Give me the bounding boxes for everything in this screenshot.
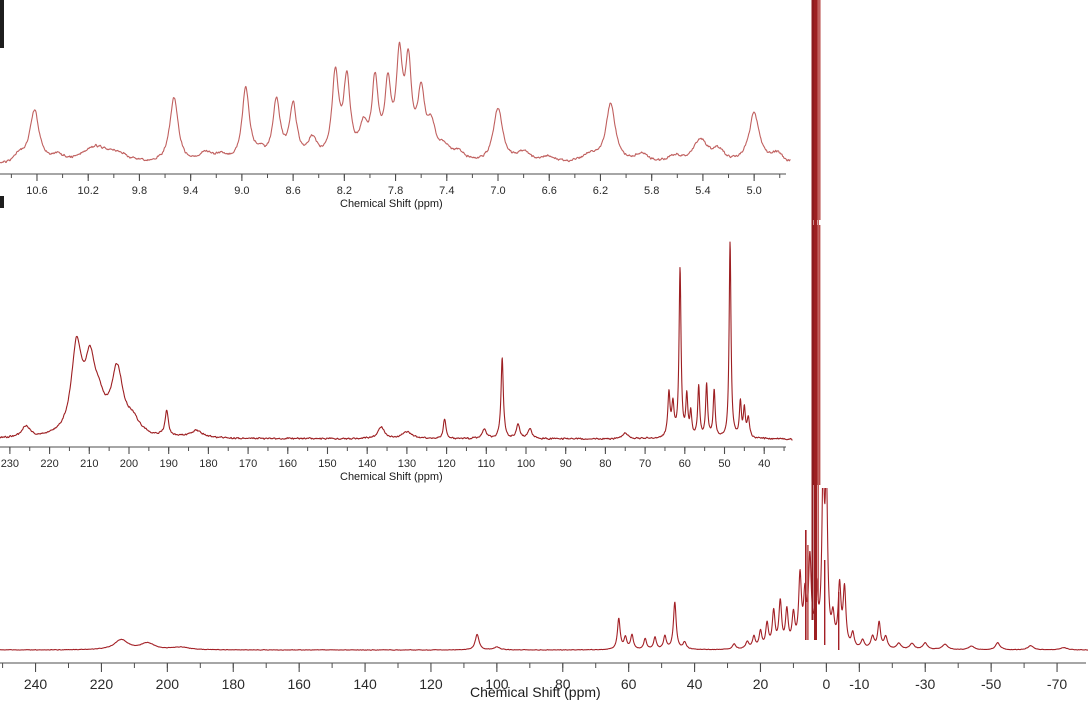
tick-label: -50	[981, 676, 1001, 692]
tick-label: 160	[287, 676, 311, 692]
axis-title-phosphorus: Chemical Shift (ppm)	[470, 684, 601, 700]
tick-label: -10	[849, 676, 869, 692]
tick-label: 70	[639, 458, 651, 470]
tick-label: 6.2	[593, 185, 608, 197]
tick-label: 10.6	[26, 185, 47, 197]
tick-label: 5.8	[644, 185, 659, 197]
minor-ticks	[9, 447, 785, 451]
tick-label: 8.2	[337, 185, 352, 197]
carbon-nmr-plot: 230 220 210 200 190 180 170 160 150 140 130 120 110 1…	[0, 225, 821, 485]
proton-nmr-plot: 10.6 10.2 9.8 9.4 9.0 8.6 8.2 7.8 7.4 7.0 6.6 6.2 5.…	[0, 0, 821, 220]
axis-title-proton: Chemical Shift (ppm)	[340, 198, 443, 210]
panel-proton-nmr: 10.6 10.2 9.8 9.4 9.0 8.6 8.2 7.8 7.4 7.0 6.6 6.2 5.…	[0, 0, 1088, 220]
tick-label: 0	[822, 676, 830, 692]
tick-label: 80	[555, 676, 571, 692]
tick-label: 5.4	[695, 185, 710, 197]
tick-label: 230	[1, 458, 19, 470]
tick-label: 100	[517, 458, 535, 470]
panel-phosphorus-nmr: 240 220 200 180 160 140 120 100 80 60 40 20 0 -10 -30-…	[0, 488, 1088, 711]
tick-label: 150	[318, 458, 336, 470]
phosphorus-nmr-trace	[0, 488, 1088, 651]
major-ticks: 230 220 210 200 190 180 170 160 150 140 130 120 110 1…	[1, 447, 770, 470]
tick-label: -30	[915, 676, 935, 692]
left-edge-marker	[0, 0, 4, 48]
tick-label: -70	[1047, 676, 1067, 692]
tick-label: 80	[599, 458, 611, 470]
tick-label: 10.2	[77, 185, 98, 197]
tick-label: 9.8	[132, 185, 147, 197]
tick-label: 180	[222, 676, 246, 692]
left-edge-marker-lower	[0, 196, 4, 208]
tick-label: 220	[90, 676, 114, 692]
tick-label: 7.8	[388, 185, 403, 197]
tick-label: 60	[621, 676, 637, 692]
major-ticks: 10.6 10.2 9.8 9.4 9.0 8.6 8.2 7.8 7.4 7.0 6.6 6.2 5.…	[26, 174, 762, 197]
tick-label: 200	[156, 676, 180, 692]
tick-label: 140	[353, 676, 377, 692]
tick-label: 8.6	[285, 185, 300, 197]
tick-label: 40	[758, 458, 770, 470]
tick-label: 7.0	[490, 185, 505, 197]
tick-label: 9.4	[183, 185, 198, 197]
tick-label: 160	[279, 458, 297, 470]
tick-label: 240	[24, 676, 48, 692]
tick-label: 210	[80, 458, 98, 470]
clipped-solvent-peak-carbon	[812, 225, 821, 485]
tick-label: 140	[358, 458, 376, 470]
clipped-solvent-peak-proton	[812, 0, 821, 220]
phosphorus-nmr-plot: 240 220 200 180 160 140 120 100 80 60 40 20 0 -10 -30-…	[0, 488, 1088, 692]
proton-nmr-trace	[0, 41, 791, 164]
tick-label: 180	[199, 458, 217, 470]
tick-label: 110	[478, 458, 496, 470]
tick-label: 6.6	[542, 185, 557, 197]
tick-label: 190	[160, 458, 178, 470]
panel-carbon-nmr: 230 220 210 200 190 180 170 160 150 140 130 120 110 1…	[0, 225, 1088, 485]
tick-label: 5.0	[746, 185, 761, 197]
carbon-nmr-trace	[0, 241, 793, 441]
minor-ticks	[2, 663, 1058, 668]
tick-label: 60	[679, 458, 691, 470]
tick-label: 20	[753, 676, 769, 692]
major-ticks: 240 220 200 180 160 140 120 100 80 60 40 20 0 -10 -30-…	[24, 663, 1067, 692]
tick-label: 200	[120, 458, 138, 470]
tick-label: 220	[40, 458, 58, 470]
tick-label: 50	[718, 458, 730, 470]
tick-label: 90	[560, 458, 572, 470]
tick-label: 7.4	[439, 185, 454, 197]
tick-label: 9.0	[234, 185, 249, 197]
tick-label: 170	[239, 458, 257, 470]
axis-title-carbon: Chemical Shift (ppm)	[340, 471, 443, 483]
tick-label: 130	[398, 458, 416, 470]
tick-label: 100	[485, 676, 509, 692]
tick-label: 120	[419, 676, 443, 692]
tick-label: 40	[687, 676, 703, 692]
tick-label: 120	[437, 458, 455, 470]
